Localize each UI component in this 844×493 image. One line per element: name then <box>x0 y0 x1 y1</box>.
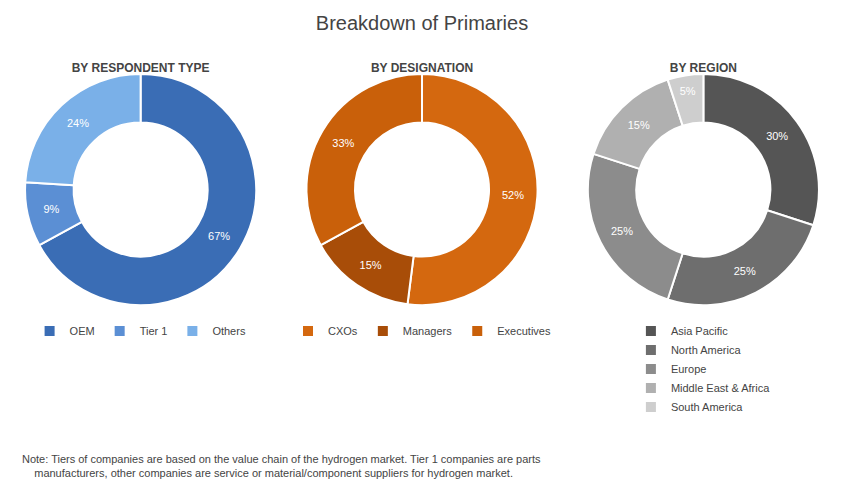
svg-text:South America: South America <box>671 401 743 413</box>
svg-text:15%: 15% <box>360 259 382 271</box>
svg-text:25%: 25% <box>611 225 633 237</box>
svg-text:North America: North America <box>671 344 742 356</box>
svg-text:9%: 9% <box>43 203 59 215</box>
svg-text:52%: 52% <box>502 189 524 201</box>
svg-text:33%: 33% <box>332 137 354 149</box>
svg-text:Asia Pacific: Asia Pacific <box>671 325 728 337</box>
svg-text:Managers: Managers <box>403 325 452 337</box>
svg-text:BY RESPONDENT TYPE: BY RESPONDENT TYPE <box>72 61 210 75</box>
svg-text:30%: 30% <box>766 130 788 142</box>
svg-text:BY DESIGNATION: BY DESIGNATION <box>371 61 473 75</box>
svg-text:Breakdown of Primaries: Breakdown of Primaries <box>316 12 528 34</box>
svg-text:5%: 5% <box>680 85 696 97</box>
svg-text:24%: 24% <box>67 117 89 129</box>
svg-text:BY REGION: BY REGION <box>670 61 737 75</box>
svg-text:OEM: OEM <box>70 325 95 337</box>
svg-text:Executives: Executives <box>497 325 551 337</box>
svg-text:25%: 25% <box>734 265 756 277</box>
svg-text:Tier 1: Tier 1 <box>140 325 168 337</box>
svg-text:Europe: Europe <box>671 363 706 375</box>
svg-text:Others: Others <box>212 325 246 337</box>
svg-text:CXOs: CXOs <box>328 325 358 337</box>
svg-text:67%: 67% <box>208 230 230 242</box>
svg-text:Note: Tiers of companies are b: Note: Tiers of companies are based on th… <box>22 453 541 479</box>
svg-text:Middle East & Africa: Middle East & Africa <box>671 382 770 394</box>
svg-text:15%: 15% <box>628 119 650 131</box>
